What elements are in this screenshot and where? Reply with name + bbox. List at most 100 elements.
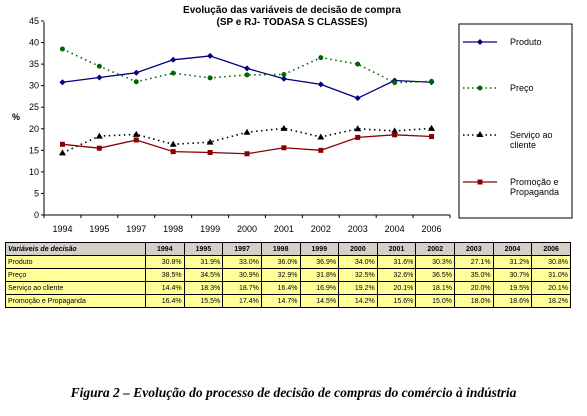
table-cell: 36.9%: [299, 255, 340, 269]
triangle-marker-icon: [476, 131, 484, 137]
table-cell: 20.0%: [454, 281, 494, 295]
table-cell: 31.9%: [183, 255, 224, 269]
legend: Produto Preço Serviço ao cliente Promoçã…: [458, 23, 573, 219]
data-point-preco: [96, 63, 102, 69]
table-cell: 32.5%: [338, 268, 378, 282]
data-point-servico: [132, 130, 140, 137]
data-point-servico: [280, 124, 288, 131]
table-cell: 30.8%: [145, 255, 185, 269]
table-cell: 18.3%: [183, 281, 224, 295]
table-cell: 18.0%: [454, 294, 494, 308]
table-cell: 27.1%: [454, 255, 494, 269]
x-tick-label: 1998: [163, 224, 183, 234]
legend-label-produto: Produto: [510, 37, 542, 47]
data-point-produto: [96, 74, 103, 81]
table-row: Produto 30.8% 31.9% 33.0% 36.0% 36.9% 34.0% 31.…: [5, 255, 571, 269]
table-header-year: 2000: [338, 242, 378, 256]
data-point-produto: [207, 52, 214, 59]
data-point-promocao: [429, 134, 435, 140]
data-point-preco: [429, 78, 435, 84]
data-point-servico: [95, 132, 103, 139]
table-cell: 16.9%: [299, 281, 340, 295]
table-row-label: Promoção e Propaganda: [5, 294, 146, 308]
table-header-year: 1994: [145, 242, 185, 256]
table-header-year: 2002: [415, 242, 455, 256]
table-cell: 19.5%: [492, 281, 533, 295]
data-point-servico: [58, 149, 66, 156]
table-header-year: 2006: [531, 242, 571, 256]
x-tick-label: 2003: [348, 224, 368, 234]
table-cell: 18.7%: [222, 281, 262, 295]
table-cell: 33.0%: [222, 255, 262, 269]
table-cell: 36.0%: [260, 255, 301, 269]
table-cell: 20.1%: [531, 281, 571, 295]
data-point-preco: [392, 80, 398, 86]
figure-caption: Figura 2 – Evolução do processo de decis…: [70, 385, 517, 400]
table-cell: 35.0%: [454, 268, 494, 282]
series-line-3: [62, 134, 432, 155]
y-tick-label: 0: [34, 210, 39, 220]
y-axis-label: %: [12, 112, 20, 122]
table-cell: 15.5%: [183, 294, 224, 308]
data-point-servico: [391, 127, 399, 134]
data-point-produto: [280, 75, 287, 82]
table-row: Preço 38.5% 34.5% 30.9% 32.9% 31.8% 32.5% 32.6%…: [5, 268, 571, 282]
x-tick-label: 2002: [311, 224, 331, 234]
data-point-servico: [317, 133, 325, 140]
y-tick-label: 5: [34, 188, 39, 198]
table-cell: 34.0%: [338, 255, 378, 269]
data-point-produto: [317, 81, 324, 88]
table-header-year: 1999: [299, 242, 340, 256]
legend-label-promocao-line1: Promoção e: [510, 177, 559, 187]
table-header-year: 1995: [183, 242, 224, 256]
data-point-preco: [318, 55, 324, 61]
table-header-year: 2001: [376, 242, 417, 256]
x-tick-label: 2001: [274, 224, 294, 234]
table-row: Promoção e Propaganda 16.4% 15.5% 17.4% 14.7…: [5, 294, 571, 308]
table-cell: 19.2%: [338, 281, 378, 295]
table-cell: 30.9%: [222, 268, 262, 282]
table-cell: 31.0%: [531, 268, 571, 282]
table-cell: 18.1%: [415, 281, 455, 295]
diamond-marker-icon: [477, 39, 483, 45]
table-cell: 31.2%: [492, 255, 533, 269]
y-tick-label: 10: [29, 167, 39, 177]
circle-marker-icon: [477, 85, 483, 91]
data-point-promocao: [170, 149, 176, 155]
table-header-year: 1997: [222, 242, 262, 256]
data-point-servico: [206, 138, 214, 145]
legend-label-promocao-line2: Propaganda: [510, 187, 559, 197]
table-cell: 15.0%: [415, 294, 455, 308]
y-tick-label: 45: [29, 16, 39, 26]
table-header-year: 2003: [454, 242, 494, 256]
square-marker-icon: [477, 179, 483, 185]
table-row-label: Preço: [5, 268, 146, 282]
table-cell: 16.4%: [145, 294, 185, 308]
data-point-servico: [169, 140, 177, 147]
legend-label-servico-line2: cliente: [510, 140, 536, 150]
table-cell: 18.2%: [531, 294, 571, 308]
data-point-preco: [133, 79, 139, 85]
table-cell: 20.1%: [376, 281, 417, 295]
x-tick-label: 1997: [126, 224, 146, 234]
table-cell: 31.6%: [376, 255, 417, 269]
data-point-produto: [133, 69, 140, 76]
data-point-preco: [355, 61, 361, 67]
x-tick-label: 2004: [385, 224, 405, 234]
x-tick-label: 1999: [200, 224, 220, 234]
data-point-promocao: [96, 145, 102, 151]
table-cell: 32.6%: [376, 268, 417, 282]
x-tick-label: 2000: [237, 224, 257, 234]
table-row-label: Serviço ao cliente: [5, 281, 146, 295]
legend-item-preco: Preço: [463, 83, 534, 93]
y-tick-label: 30: [29, 81, 39, 91]
y-tick-label: 25: [29, 102, 39, 112]
data-point-preco: [244, 72, 250, 78]
table-cell: 38.5%: [145, 268, 185, 282]
data-point-promocao: [133, 137, 139, 143]
data-point-promocao: [59, 141, 65, 147]
legend-label-preco: Preço: [510, 83, 534, 93]
table-header-variable: Variáveis de decisão: [5, 242, 146, 256]
data-point-servico: [354, 125, 362, 132]
x-tick-label: 1994: [52, 224, 72, 234]
